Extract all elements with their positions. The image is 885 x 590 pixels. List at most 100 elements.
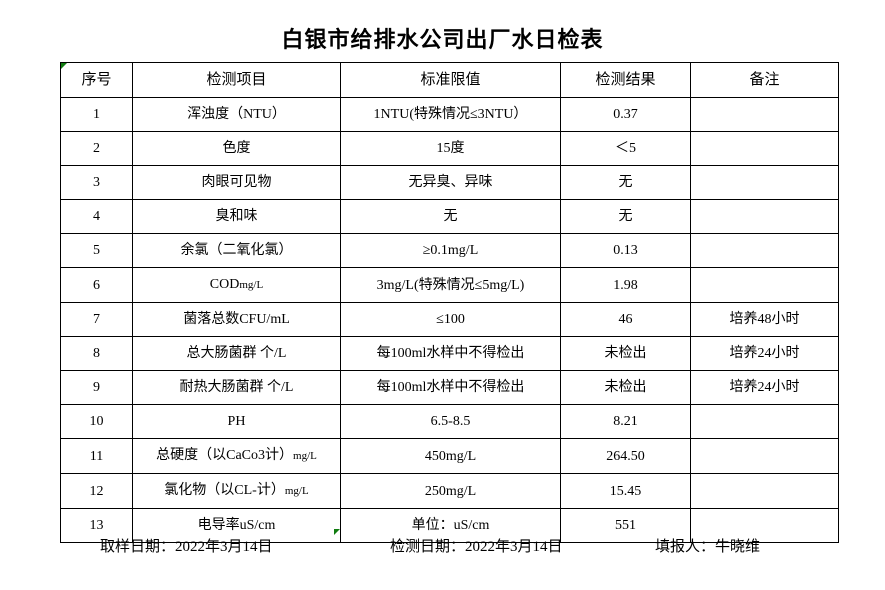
cell-item: 余氯（二氧化氯）	[132, 233, 341, 268]
cell-item: 总硬度（以CaCo3计）mg/L	[132, 438, 341, 474]
table-row: 12 氯化物（以CL-计）mg/L 250mg/L 15.45	[60, 473, 839, 509]
cell-no: 11	[60, 438, 133, 474]
cell-no: 5	[60, 233, 133, 268]
cell-note	[690, 97, 839, 132]
cell-no: 13	[60, 508, 133, 543]
table-row: 13 电导率uS/cm 单位：uS/cm 551	[60, 508, 839, 543]
cell-item: 菌落总数CFU/mL	[132, 302, 341, 337]
cell-result: 46	[560, 302, 691, 337]
table-row: 3 肉眼可见物 无异臭、异味无	[60, 165, 839, 200]
table-row: 4 臭和味无无	[60, 199, 839, 234]
cell-result: 无	[560, 165, 691, 200]
cell-note	[690, 233, 839, 268]
column-header-result: 检测结果	[560, 62, 691, 98]
cell-result: 1.98	[560, 267, 691, 303]
cell-standard: 15度	[340, 131, 561, 166]
cell-standard: 250mg/L	[340, 473, 561, 509]
table-header: 序号 检测项目 标准限值 检测结果 备注	[60, 62, 839, 98]
cell-note	[690, 131, 839, 166]
cell-item: 肉眼可见物	[132, 165, 341, 200]
cell-standard: 3mg/L(特殊情况≤5mg/L)	[340, 267, 561, 303]
cell-no: 2	[60, 131, 133, 166]
cell-item-unit: mg/L	[284, 485, 309, 497]
sample-date-label: 取样日期：2022年3月14日	[100, 539, 273, 555]
inspection-table: 序号 检测项目 标准限值 检测结果 备注 1 浑浊度（NTU） 1NTU(特殊情况≤…	[60, 62, 839, 543]
cell-item: PH	[132, 404, 341, 439]
test-date-label: 检测日期：2022年3月14日	[390, 539, 563, 555]
cell-note	[690, 473, 839, 509]
cell-result: 未检出	[560, 370, 691, 405]
cell-item: CODmg/L	[132, 267, 341, 303]
column-header-note: 备注	[690, 62, 839, 98]
cell-note: 培养48小时	[690, 302, 839, 337]
table-body: 1 浑浊度（NTU） 1NTU(特殊情况≤3NTU） 0.37 2 色度 15度 ＜5 3 肉眼可…	[60, 97, 839, 543]
cell-standard: 每100ml水样中不得检出	[340, 336, 561, 371]
table-header-row: 序号 检测项目 标准限值 检测结果 备注	[60, 62, 839, 98]
cell-item: 耐热大肠菌群 个/L	[132, 370, 341, 405]
cell-note: 培养24小时	[690, 336, 839, 371]
cell-result: 未检出	[560, 336, 691, 371]
cell-note	[690, 165, 839, 200]
cell-no: 7	[60, 302, 133, 337]
cell-item-name: 总硬度（以CaCo3计）	[156, 448, 294, 463]
cell-result: 264.50	[560, 438, 691, 474]
cell-no: 3	[60, 165, 133, 200]
cell-item: 色度	[132, 131, 341, 166]
table-row: 10 PH 6.5-8.5 8.21	[60, 404, 839, 439]
cell-no: 8	[60, 336, 133, 371]
green-corner-marker-bottom	[334, 529, 340, 535]
column-header-standard: 标准限值	[340, 62, 561, 98]
filled-by-label: 填报人：牛晓维	[655, 539, 761, 555]
cell-standard: ≤100	[340, 302, 561, 337]
cell-item: 臭和味	[132, 199, 341, 234]
cell-no: 12	[60, 473, 133, 509]
cell-result: 0.37	[560, 97, 691, 132]
cell-note	[690, 267, 839, 303]
cell-standard: 无	[340, 199, 561, 234]
table-row: 2 色度 15度 ＜5	[60, 131, 839, 166]
cell-note	[690, 508, 839, 543]
cell-result: ＜5	[560, 131, 691, 166]
cell-result: 551	[560, 508, 691, 543]
cell-standard: 6.5-8.5	[340, 404, 561, 439]
cell-no: 1	[60, 97, 133, 132]
column-header-no: 序号	[60, 62, 133, 98]
cell-no: 10	[60, 404, 133, 439]
green-corner-marker-top	[61, 63, 67, 69]
cell-standard: ≥0.1mg/L	[340, 233, 561, 268]
cell-note	[690, 404, 839, 439]
table-row: 6 CODmg/L 3mg/L(特殊情况≤5mg/L) 1.98	[60, 267, 839, 303]
cell-standard: 450mg/L	[340, 438, 561, 474]
cell-item-unit: mg/L	[293, 450, 317, 462]
cell-standard: 无异臭、异味	[340, 165, 561, 200]
cell-item: 电导率uS/cm	[132, 508, 341, 543]
cell-note	[690, 199, 839, 234]
cell-no: 6	[60, 267, 133, 303]
table-row: 9 耐热大肠菌群 个/L 每100ml水样中不得检出 未检出 培养24小时	[60, 370, 839, 405]
cell-item-name: COD	[209, 277, 240, 292]
cell-standard: 1NTU(特殊情况≤3NTU）	[340, 97, 561, 132]
footer: 取样日期：2022年3月14日 检测日期：2022年3月14日 填报人：牛晓维	[60, 534, 850, 564]
cell-item: 氯化物（以CL-计）mg/L	[132, 473, 341, 509]
cell-item: 浑浊度（NTU）	[132, 97, 341, 132]
cell-item-name: 氯化物（以CL-计）	[164, 483, 285, 498]
page-title: 白银市给排水公司出厂水日检表	[281, 27, 604, 52]
table-row: 7 菌落总数CFU/mL ≤100 46 培养48小时	[60, 302, 839, 337]
table-row: 5 余氯（二氧化氯） ≥0.1mg/L 0.13	[60, 233, 839, 268]
cell-result: 0.13	[560, 233, 691, 268]
cell-item-unit: mg/L	[239, 279, 264, 291]
cell-result: 15.45	[560, 473, 691, 509]
cell-no: 4	[60, 199, 133, 234]
cell-no: 9	[60, 370, 133, 405]
inspection-table-container: 序号 检测项目 标准限值 检测结果 备注 1 浑浊度（NTU） 1NTU(特殊情况≤…	[60, 62, 839, 543]
column-header-item: 检测项目	[132, 62, 341, 98]
table-row: 8 总大肠菌群 个/L 每100ml水样中不得检出 未检出 培养24小时	[60, 336, 839, 371]
cell-item: 总大肠菌群 个/L	[132, 336, 341, 371]
cell-result: 8.21	[560, 404, 691, 439]
cell-note	[690, 438, 839, 474]
cell-note: 培养24小时	[690, 370, 839, 405]
cell-result: 无	[560, 199, 691, 234]
table-row: 1 浑浊度（NTU） 1NTU(特殊情况≤3NTU） 0.37	[60, 97, 839, 132]
cell-standard: 每100ml水样中不得检出	[340, 370, 561, 405]
